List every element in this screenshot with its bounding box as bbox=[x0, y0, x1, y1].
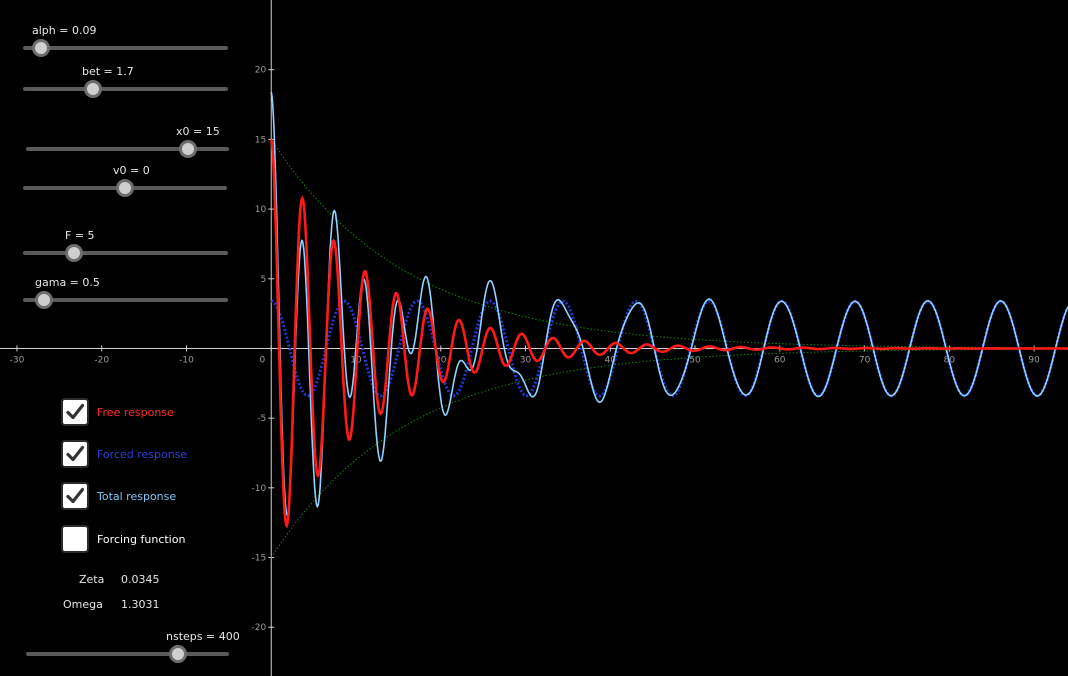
x-tick-label: 70 bbox=[859, 355, 871, 365]
checkbox-free[interactable] bbox=[61, 398, 89, 426]
omega-label: Omega bbox=[63, 598, 103, 611]
checkbox-forcing[interactable] bbox=[61, 525, 89, 553]
slider-x0-handle[interactable] bbox=[179, 140, 198, 158]
x-tick-label: -10 bbox=[179, 355, 194, 365]
slider-alph-label: alph = 0.09 bbox=[32, 24, 97, 37]
checkbox-total[interactable] bbox=[61, 482, 89, 510]
slider-gama-handle[interactable] bbox=[34, 291, 53, 309]
y-tick-label: -15 bbox=[252, 554, 267, 564]
slider-alph-handle[interactable] bbox=[32, 39, 51, 57]
x-tick-label: -20 bbox=[94, 355, 109, 365]
slider-gama-label: gama = 0.5 bbox=[35, 276, 100, 289]
x-tick-label: 60 bbox=[774, 355, 786, 365]
total-response-curve bbox=[270, 91, 1068, 517]
lower-envelope-curve bbox=[270, 348, 1068, 558]
slider-F-label: F = 5 bbox=[65, 229, 95, 242]
x-tick-label: 50 bbox=[689, 355, 701, 365]
x-tick-label: 40 bbox=[605, 355, 617, 365]
x-tick-label: 30 bbox=[520, 355, 532, 365]
y-tick-label: -10 bbox=[252, 484, 267, 494]
y-tick-label: 10 bbox=[255, 205, 267, 215]
response-curves bbox=[269, 91, 1068, 558]
slider-nsteps-track[interactable] bbox=[26, 652, 229, 656]
y-tick-label: -20 bbox=[252, 623, 267, 633]
checkbox-total-label: Total response bbox=[97, 490, 177, 503]
checkbox-free-label: Free response bbox=[97, 406, 174, 419]
slider-bet-handle[interactable] bbox=[83, 80, 102, 98]
free-response-curve bbox=[269, 139, 1068, 529]
zeta-label: Zeta bbox=[79, 573, 105, 586]
slider-x0-label: x0 = 15 bbox=[176, 125, 220, 138]
slider-bet-label: bet = 1.7 bbox=[82, 65, 134, 78]
checkbox-forced-label: Forced response bbox=[97, 448, 188, 461]
x-tick-label: -30 bbox=[10, 355, 25, 365]
y-tick-label: -5 bbox=[257, 414, 266, 424]
slider-gama-track[interactable] bbox=[23, 298, 228, 302]
checkbox-forcing-label: Forcing function bbox=[97, 533, 186, 546]
checkmark-icon bbox=[66, 403, 85, 420]
slider-v0-label: v0 = 0 bbox=[113, 164, 150, 177]
slider-bet-track[interactable] bbox=[23, 87, 228, 91]
slider-F-handle[interactable] bbox=[65, 244, 84, 262]
slider-x0-track[interactable] bbox=[26, 147, 229, 151]
x-tick-label: 20 bbox=[435, 355, 447, 365]
checkbox-forced[interactable] bbox=[61, 440, 89, 468]
y-tick-label: 15 bbox=[255, 135, 266, 145]
checkmark-icon bbox=[66, 487, 85, 504]
x-tick-label: 0 bbox=[260, 355, 266, 365]
checkmark-icon bbox=[66, 445, 85, 462]
slider-nsteps-handle[interactable] bbox=[169, 645, 188, 663]
zeta-value: 0.0345 bbox=[121, 573, 160, 586]
y-tick-label: 5 bbox=[261, 275, 267, 285]
slider-alph-track[interactable] bbox=[23, 46, 228, 50]
x-tick-label: 90 bbox=[1028, 355, 1040, 365]
slider-nsteps-label: nsteps = 400 bbox=[166, 630, 240, 643]
y-tick-label: 20 bbox=[255, 66, 267, 76]
slider-v0-handle[interactable] bbox=[116, 179, 134, 197]
omega-value: 1.3031 bbox=[121, 598, 160, 611]
slider-F-track[interactable] bbox=[23, 251, 228, 255]
